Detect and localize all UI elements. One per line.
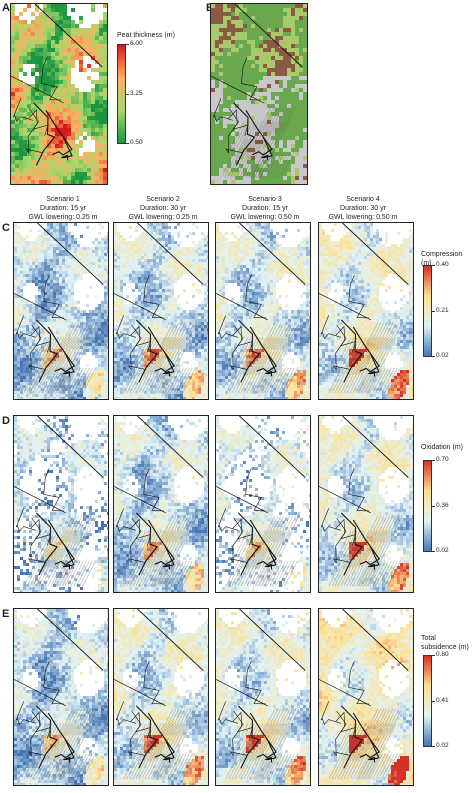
subsidence-map-scenario-4 [318, 608, 414, 786]
oxidation-tick-mid: 0.36 [436, 502, 449, 509]
oxidation-colorbar [423, 460, 432, 552]
panel-label-c: C [2, 222, 10, 234]
subsidence-map-scenario-3 [215, 608, 311, 786]
scenario-3-duration: Duration: 15 yr [215, 204, 315, 213]
scenario-2-header: Scenario 2 Duration: 30 yr GWL lowering:… [113, 195, 213, 222]
oxidation-map-scenario-3 [215, 415, 311, 593]
compression-map-scenario-4 [318, 222, 414, 400]
panel-label-b: B [206, 2, 214, 14]
peat-tick-min: 0.50 [130, 139, 143, 146]
compression-map-scenario-3 [215, 222, 311, 400]
peat-thickness-map [10, 3, 108, 185]
land-use-map [210, 3, 308, 185]
compression-tick-min: 0.02 [436, 352, 449, 359]
scenario-4-header: Scenario 4 Duration: 30 yr GWL lowering:… [313, 195, 413, 222]
oxidation-tick-min: 0.02 [436, 547, 449, 554]
oxidation-map-scenario-1 [13, 415, 109, 593]
scenario-2-name: Scenario 2 [113, 195, 213, 204]
compression-colorbar-title: Compression (m) [421, 250, 473, 268]
oxidation-map-scenario-4 [318, 415, 414, 593]
subsidence-tick-max: 0.80 [436, 651, 449, 658]
scenario-1-duration: Duration: 15 yr [13, 204, 113, 213]
peat-tick-max: 6.00 [130, 40, 143, 47]
subsidence-map-scenario-2 [113, 608, 209, 786]
scenario-4-duration: Duration: 30 yr [313, 204, 413, 213]
peat-colorbar-title: Peat thickness (m) [117, 31, 175, 40]
panel-label-d: D [2, 415, 10, 427]
oxidation-colorbar-title: Oxidation (m) [421, 443, 473, 452]
scenario-1-header: Scenario 1 Duration: 15 yr GWL lowering:… [13, 195, 113, 222]
peat-tick-mid: 3.25 [130, 90, 143, 97]
scenario-2-duration: Duration: 30 yr [113, 204, 213, 213]
scenario-1-name: Scenario 1 [13, 195, 113, 204]
subsidence-colorbar [423, 655, 432, 747]
peat-colorbar [117, 44, 126, 144]
compression-colorbar [423, 265, 432, 357]
scenario-3-gwl: GWL lowering: 0.50 m [215, 213, 315, 222]
scenario-4-name: Scenario 4 [313, 195, 413, 204]
scenario-2-gwl: GWL lowering: 0.25 m [113, 213, 213, 222]
compression-tick-mid: 0.21 [436, 307, 449, 314]
scenario-3-name: Scenario 3 [215, 195, 315, 204]
subsidence-tick-min: 0.02 [436, 742, 449, 749]
scenario-1-gwl: GWL lowering: 0.25 m [13, 213, 113, 222]
compression-map-scenario-2 [113, 222, 209, 400]
oxidation-tick-max: 0.70 [436, 456, 449, 463]
oxidation-map-scenario-2 [113, 415, 209, 593]
scenario-4-gwl: GWL lowering: 0.50 m [313, 213, 413, 222]
subsidence-colorbar-title: Total subsidence (m) [421, 634, 473, 652]
compression-map-scenario-1 [13, 222, 109, 400]
scenario-3-header: Scenario 3 Duration: 15 yr GWL lowering:… [215, 195, 315, 222]
subsidence-tick-mid: 0.41 [436, 697, 449, 704]
panel-label-a: A [2, 2, 10, 14]
panel-label-e: E [2, 608, 9, 620]
subsidence-map-scenario-1 [13, 608, 109, 786]
compression-tick-max: 0.40 [436, 261, 449, 268]
